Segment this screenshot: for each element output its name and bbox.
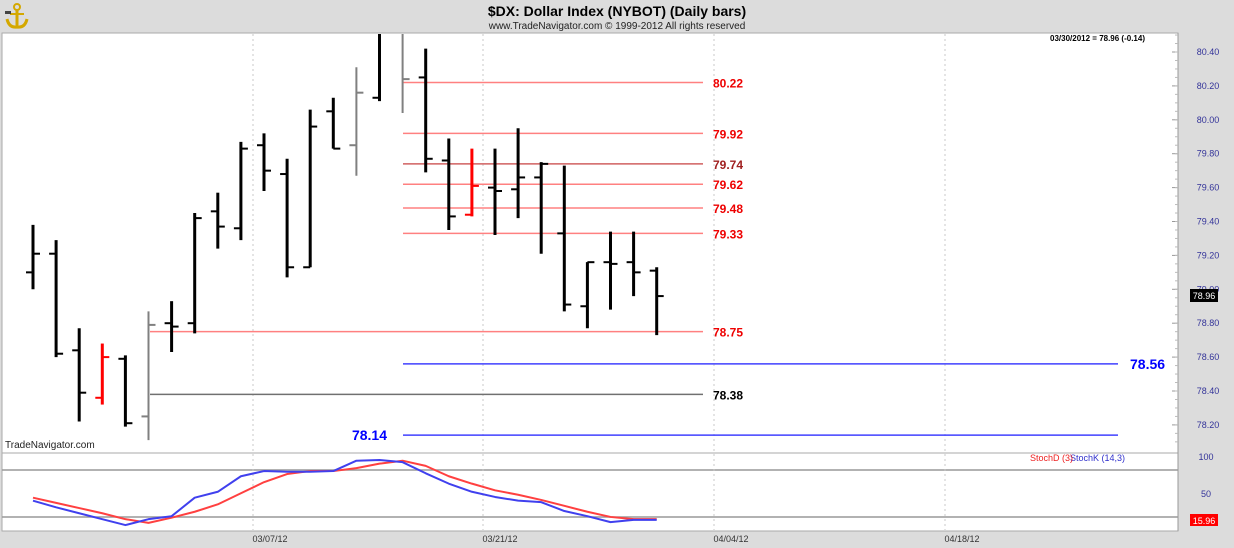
ohlc-bar — [464, 148, 479, 217]
ohlc-bar — [164, 301, 179, 353]
price-tick-label: 79.20 — [1197, 250, 1220, 260]
last-price-label: 78.96 — [1193, 291, 1216, 301]
date-tick-label: 03/21/12 — [482, 534, 517, 544]
ohlc-bar — [257, 133, 271, 191]
copyright-text: www.TradeNavigator.com © 1999-2012 All r… — [488, 21, 746, 32]
last-price-box — [1190, 289, 1218, 302]
ohlc-bar — [187, 213, 202, 334]
stoch-last-box — [1190, 514, 1218, 526]
ohlc-bar — [649, 267, 664, 336]
level-label: 79.48 — [713, 202, 743, 216]
price-tick-label: 79.80 — [1197, 149, 1220, 159]
date-tick-label: 04/04/12 — [713, 534, 748, 544]
level-label: 79.74 — [713, 158, 743, 172]
ohlc-bar — [141, 311, 156, 441]
level-label: 80.22 — [713, 77, 743, 91]
ohlc-bar — [349, 67, 364, 176]
date-tick-label: 04/18/12 — [944, 534, 979, 544]
legend-stochk: StochK (14,3) — [1070, 453, 1125, 463]
stoch-last-label: 15.96 — [1193, 516, 1216, 526]
price-tick-label: 80.00 — [1197, 115, 1220, 125]
ohlc-bar — [118, 355, 133, 427]
ohlc-bar — [418, 48, 433, 173]
ohlc-bar — [401, 34, 410, 114]
stochastic-panel — [1, 452, 1179, 532]
level-label: 79.62 — [713, 178, 743, 192]
date-tick-label: 03/07/12 — [252, 534, 287, 544]
price-tick-label: 78.80 — [1197, 318, 1220, 328]
price-tick-label: 80.20 — [1197, 81, 1220, 91]
anchor-logo-icon — [4, 2, 30, 30]
level-label: 79.33 — [713, 227, 743, 241]
ohlc-bar — [95, 343, 110, 405]
ohlc-bar — [303, 109, 318, 269]
ohlc-bar — [372, 34, 381, 102]
ohlc-bar — [511, 128, 526, 219]
level-label: 79.92 — [713, 127, 743, 141]
ohlc-bar — [580, 261, 595, 329]
price-panel — [1, 32, 1179, 454]
ohlc-bar — [441, 138, 456, 230]
price-tick-label: 78.40 — [1197, 386, 1220, 396]
stoch-tick-label: 100 — [1198, 452, 1213, 462]
ohlc-bar — [626, 231, 641, 297]
level-label: 78.75 — [713, 326, 743, 340]
last-quote: 03/30/2012 = 78.96 (-0.14) — [1050, 34, 1145, 43]
stochd-line — [32, 459, 657, 524]
ohlc-bar — [488, 148, 502, 236]
legend-stochd: StochD (3) — [1030, 453, 1073, 463]
level-label: 78.56 — [1130, 356, 1165, 372]
stoch-tick-label: 50 — [1201, 489, 1211, 499]
watermark: TradeNavigator.com — [5, 440, 95, 451]
ohlc-bar — [603, 231, 618, 310]
ohlc-bar — [280, 158, 295, 278]
ohlc-bar — [210, 192, 225, 249]
level-label: 78.38 — [713, 388, 743, 402]
ohlc-bar — [326, 97, 341, 150]
ohlc-bar — [72, 328, 87, 422]
price-tick-label: 80.40 — [1197, 47, 1220, 57]
price-tick-label: 78.60 — [1197, 352, 1220, 362]
ohlc-bar — [26, 224, 40, 290]
ohlc-bar — [534, 162, 549, 254]
ohlc-bar — [557, 165, 572, 312]
stochk-line — [32, 458, 657, 527]
ohlc-bar — [233, 141, 248, 241]
price-tick-label: 79.40 — [1197, 217, 1220, 227]
price-tick-label: 78.20 — [1197, 420, 1220, 430]
ohlc-bar — [49, 240, 64, 358]
chart-title: $DX: Dollar Index (NYBOT) (Daily bars) — [487, 3, 747, 19]
price-tick-label: 79.60 — [1197, 183, 1220, 193]
level-label: 78.14 — [352, 427, 387, 443]
